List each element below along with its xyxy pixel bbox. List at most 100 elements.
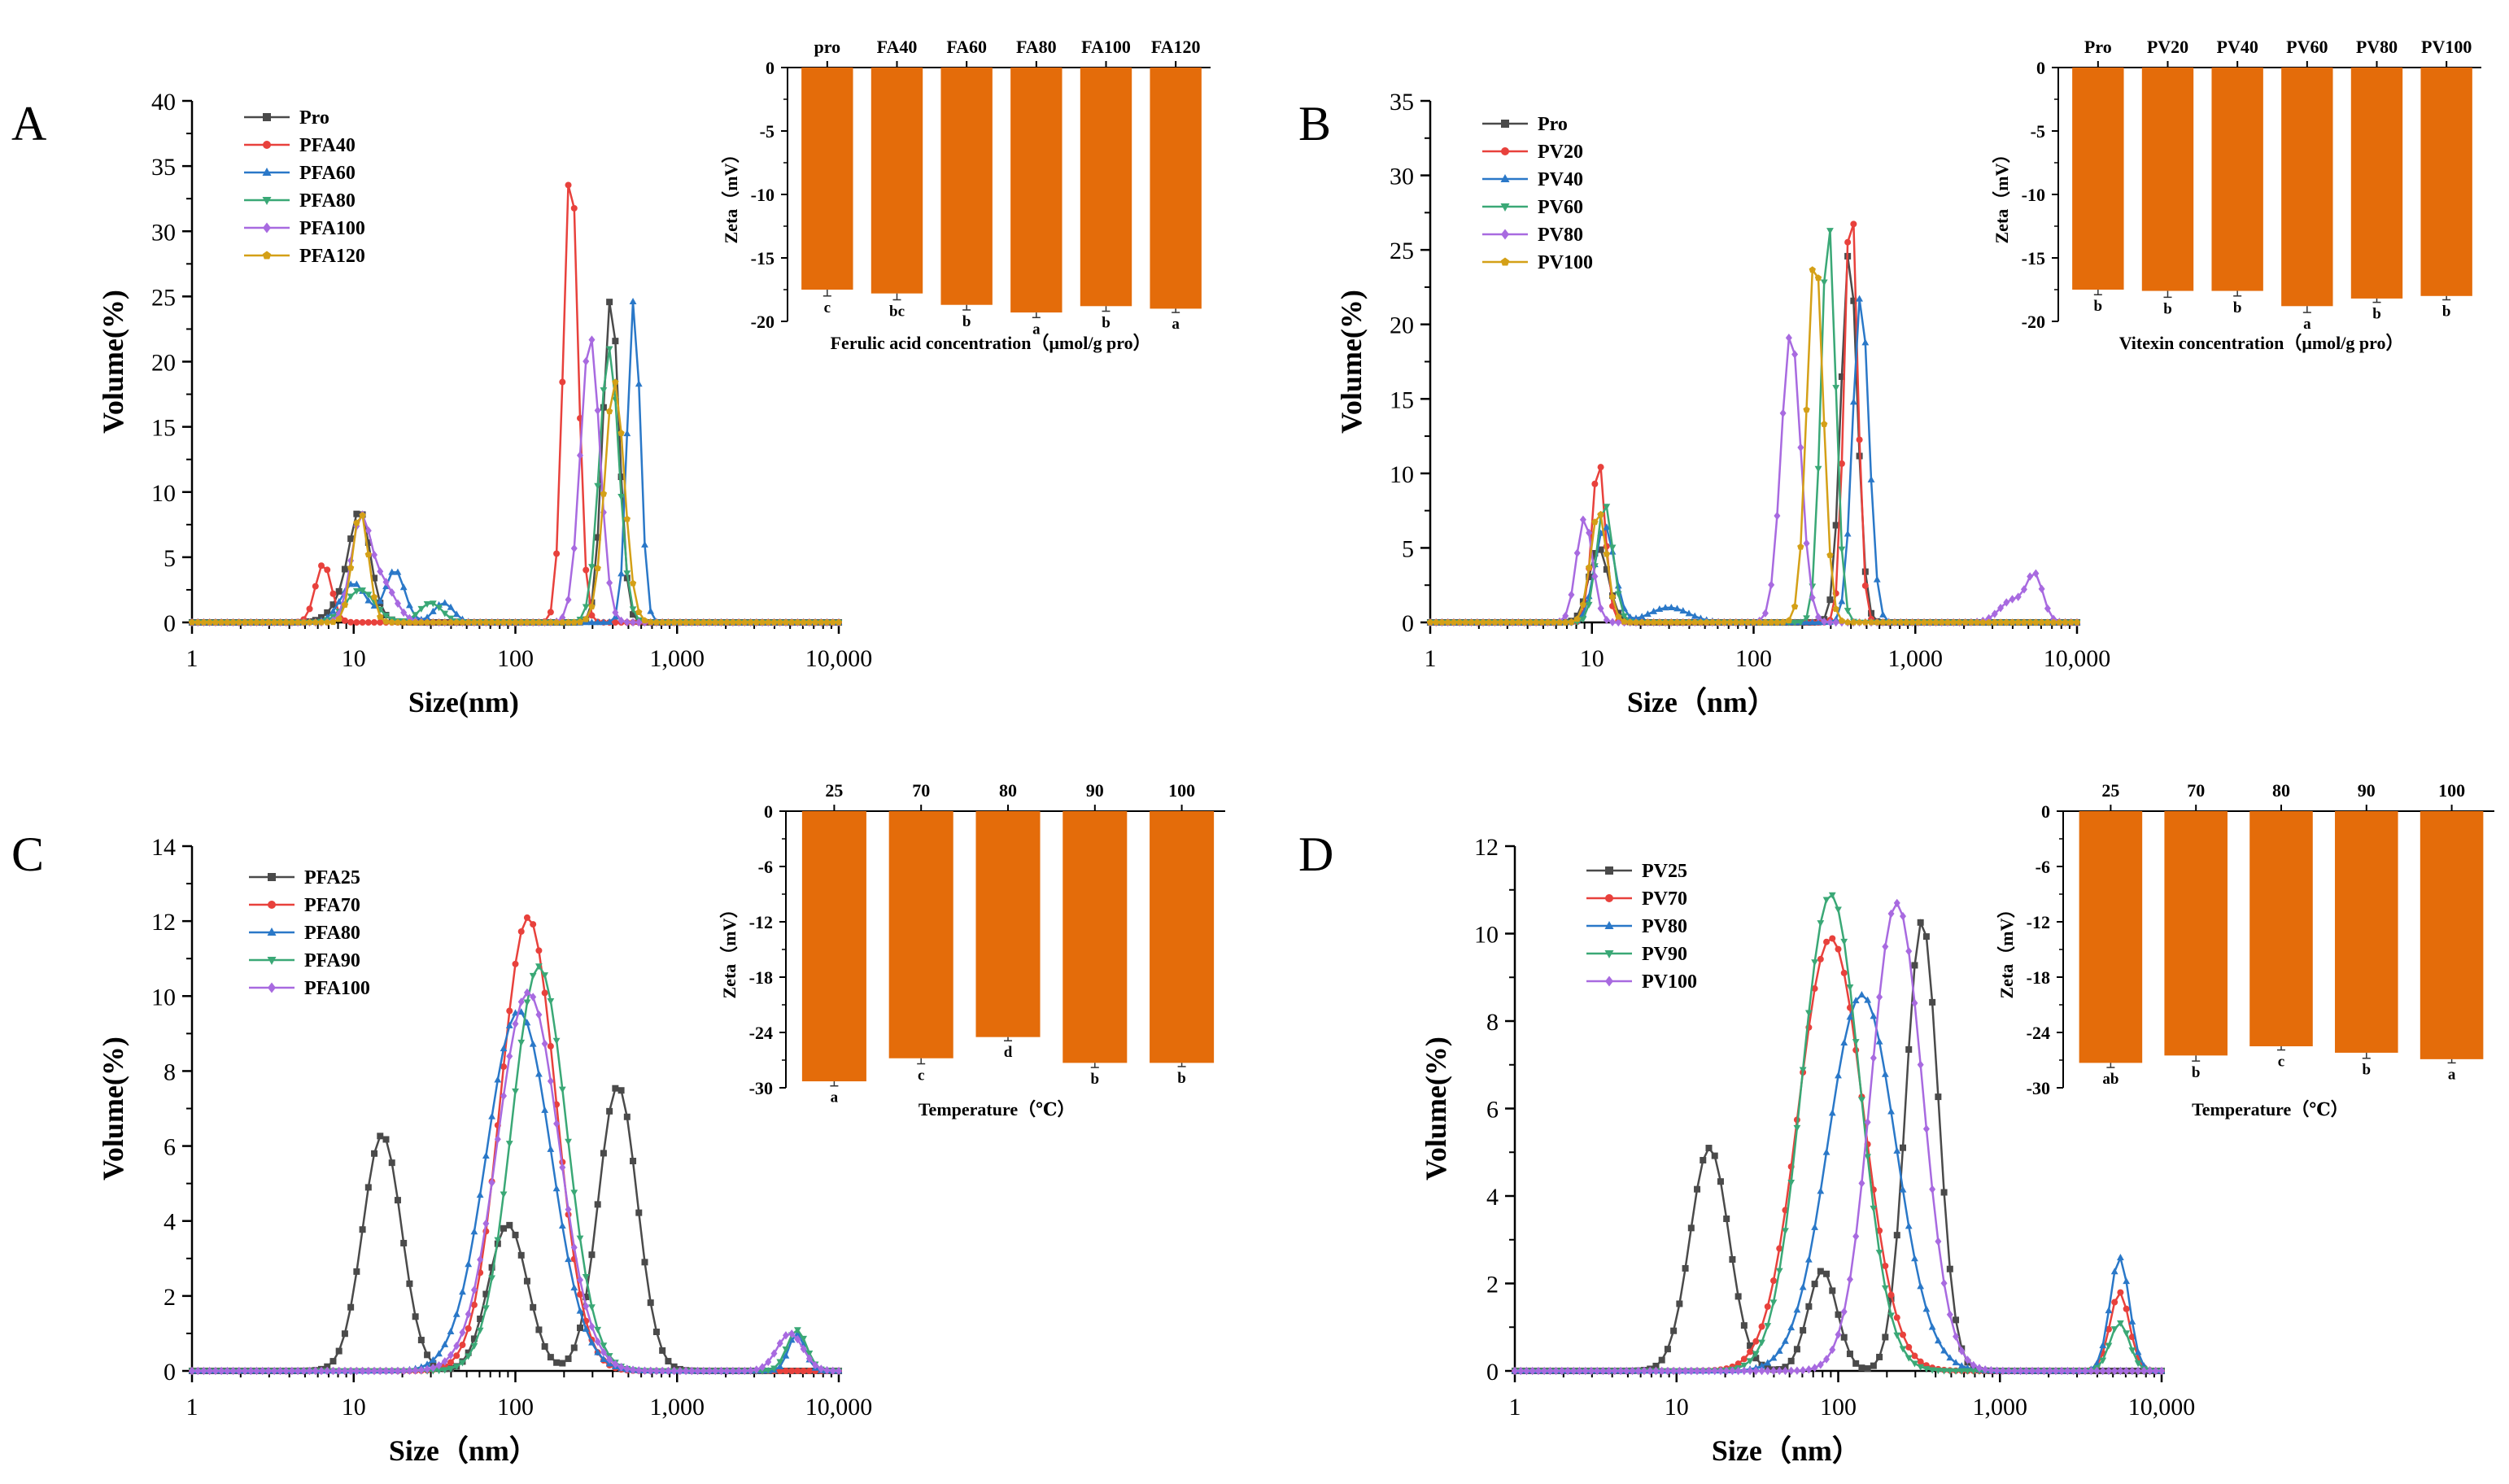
data-point	[1817, 1187, 1825, 1194]
data-point	[1774, 511, 1781, 521]
data-point	[652, 1329, 660, 1336]
data-point	[1479, 618, 1487, 626]
inset-y-tick-label: -12	[2027, 912, 2050, 932]
inset-category-label: 70	[2187, 780, 2205, 801]
data-point	[1787, 1180, 1796, 1187]
legend-marker	[262, 251, 272, 260]
y-axis-label: Volume(%)	[1420, 1037, 1452, 1181]
data-point	[1497, 618, 1504, 626]
data-point	[565, 1255, 572, 1263]
data-point	[2117, 1366, 2124, 1376]
data-point	[588, 1304, 596, 1312]
data-point	[359, 587, 366, 595]
data-point	[1832, 618, 1839, 627]
data-point	[517, 1251, 525, 1259]
data-point	[364, 551, 373, 558]
data-point	[212, 618, 220, 626]
legend-label: PFA60	[299, 163, 356, 184]
data-point	[2110, 1326, 2118, 1333]
data-point	[394, 618, 402, 626]
data-point	[1573, 548, 1581, 557]
data-point	[1870, 1054, 1877, 1063]
data-point	[417, 605, 425, 613]
data-point	[530, 1303, 537, 1311]
data-point	[2128, 1366, 2136, 1376]
data-point	[535, 947, 543, 954]
data-point	[488, 618, 495, 626]
data-point	[1521, 618, 1528, 626]
panel-c: C 0 2 4 6 8 10 12 14 1 10 100 1,000 10,000 Size（nm） Vol…	[11, 780, 1225, 1467]
data-point	[1791, 350, 1799, 359]
data-point	[329, 1358, 337, 1365]
y-tick-label: 35	[151, 154, 176, 181]
data-point	[570, 1344, 578, 1351]
data-point	[2009, 618, 2016, 626]
data-point	[459, 1360, 466, 1367]
data-point	[465, 1325, 472, 1332]
data-point	[1979, 618, 1987, 626]
data-point	[612, 1360, 619, 1368]
data-point	[2123, 1305, 2130, 1312]
data-point	[217, 618, 225, 626]
data-point	[1793, 1306, 1801, 1313]
inset-y-tick-label: -24	[2027, 1023, 2050, 1043]
data-point	[600, 404, 607, 411]
data-point	[1823, 1355, 1830, 1364]
data-point	[1953, 1316, 1960, 1324]
data-point	[635, 380, 643, 387]
inset-category-label: FA80	[1016, 37, 1057, 57]
data-point	[570, 1243, 578, 1252]
data-point	[1656, 618, 1664, 626]
data-point	[1935, 1093, 1942, 1101]
series-line	[1515, 901, 2162, 1373]
data-point	[776, 1368, 783, 1374]
data-point	[1670, 1327, 1678, 1334]
data-point	[558, 1222, 566, 1229]
data-point	[1705, 1145, 1713, 1152]
y-tick-label: 5	[1402, 535, 1414, 562]
data-point	[488, 1264, 495, 1271]
data-point	[1785, 334, 1792, 343]
inset-y-axis-label: Zeta（mV）	[721, 146, 741, 244]
data-point	[382, 613, 390, 620]
significance-letter: b	[1102, 315, 1111, 332]
data-point	[606, 1355, 613, 1364]
data-point	[1821, 420, 1828, 427]
data-point	[559, 618, 566, 626]
data-point	[1887, 1312, 1895, 1320]
data-point	[229, 618, 237, 626]
data-point	[794, 1334, 801, 1344]
series-line	[192, 301, 839, 624]
data-point	[1958, 1347, 1966, 1355]
data-point	[400, 608, 408, 618]
data-point	[1473, 618, 1481, 626]
data-point	[1614, 591, 1622, 598]
data-point	[200, 1366, 207, 1376]
series-line	[192, 302, 839, 624]
bar	[2072, 68, 2124, 290]
data-point	[1858, 1179, 1865, 1188]
data-point	[1782, 1337, 1789, 1344]
data-point	[588, 1338, 596, 1346]
series-line	[192, 339, 839, 624]
y-tick-label: 2	[1486, 1272, 1499, 1298]
data-point	[682, 618, 690, 626]
data-point	[1717, 1178, 1724, 1185]
data-point	[588, 335, 596, 344]
data-point	[2105, 1325, 2112, 1333]
data-point	[324, 609, 331, 616]
data-point	[1661, 618, 1669, 626]
data-point	[500, 1224, 508, 1232]
data-point	[629, 579, 637, 587]
data-point	[541, 1342, 548, 1350]
data-point	[1840, 938, 1848, 945]
legend-marker	[1501, 229, 1509, 240]
data-point	[1705, 1366, 1713, 1376]
data-point	[470, 1342, 478, 1350]
data-point	[559, 613, 566, 622]
data-point	[1752, 1351, 1760, 1358]
data-point	[2099, 1357, 2107, 1364]
x-tick-label: 10,000	[805, 645, 873, 672]
data-point	[452, 1364, 460, 1371]
